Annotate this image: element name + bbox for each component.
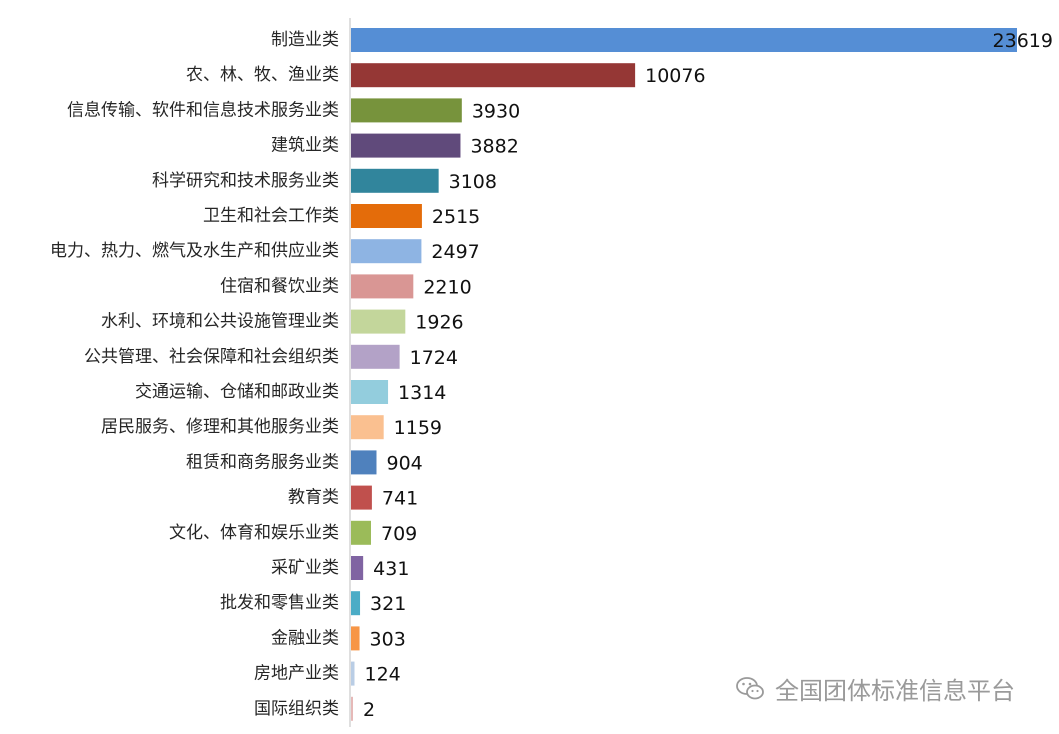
category-label: 建筑业类	[271, 136, 339, 156]
wechat-icon	[736, 676, 764, 699]
category-label: 农、林、牧、渔业类	[186, 65, 339, 85]
bar	[351, 450, 377, 475]
category-label: 国际组织类	[254, 699, 339, 719]
bar	[351, 133, 461, 158]
bar	[351, 239, 422, 264]
category-label: 住宿和餐饮业类	[220, 276, 339, 296]
value-label: 1724	[410, 347, 458, 369]
bar	[351, 485, 372, 510]
category-label: 文化、体育和娱乐业类	[169, 523, 339, 543]
value-label: 3930	[472, 100, 520, 122]
value-label: 303	[370, 628, 406, 650]
value-label: 431	[373, 558, 409, 580]
value-label: 904	[386, 452, 422, 474]
value-label: 10076	[645, 65, 705, 87]
bar	[351, 309, 406, 334]
bar	[351, 415, 384, 440]
bar	[351, 344, 400, 369]
value-label: 709	[381, 523, 417, 545]
bar	[351, 591, 361, 616]
category-label: 信息传输、软件和信息技术服务业类	[67, 100, 339, 120]
value-label: 2497	[431, 241, 479, 263]
value-label: 2	[363, 699, 375, 721]
bar	[351, 63, 636, 88]
bar	[351, 204, 422, 228]
value-label: 3108	[449, 171, 497, 193]
bars-group: 制造业类 23619 农、林、牧、渔业类 10076 信息传输、软件和信息技术服务业类 3…	[50, 28, 1053, 721]
bar	[351, 380, 389, 404]
category-label: 金融业类	[271, 628, 339, 648]
bar	[351, 661, 355, 686]
category-label: 卫生和社会工作类	[203, 206, 339, 226]
value-label: 2515	[432, 206, 480, 228]
value-label: 1314	[398, 382, 446, 404]
bar	[351, 556, 364, 580]
category-label: 房地产业类	[254, 664, 339, 684]
value-label: 124	[364, 664, 400, 686]
bar	[351, 696, 353, 721]
category-label: 交通运输、仓储和邮政业类	[135, 382, 339, 402]
bar	[351, 626, 360, 651]
category-label: 居民服务、修理和其他服务业类	[101, 417, 339, 437]
bar	[351, 28, 1017, 52]
category-label: 科学研究和技术服务业类	[152, 171, 339, 191]
category-label: 采矿业类	[271, 558, 339, 578]
category-label: 水利、环境和公共设施管理业类	[101, 312, 339, 332]
watermark-text: 全国团体标准信息平台	[775, 677, 1015, 705]
bar	[351, 520, 371, 545]
category-label: 电力、热力、燃气及水生产和供应业类	[50, 241, 339, 261]
value-label: 2210	[423, 276, 471, 298]
value-label: 741	[382, 488, 418, 510]
watermark: 全国团体标准信息平台	[735, 671, 1015, 706]
value-label: 1159	[394, 417, 442, 439]
value-label: 23619	[993, 30, 1053, 52]
bar	[351, 168, 439, 193]
category-label: 教育类	[288, 488, 339, 508]
bar	[351, 274, 414, 299]
value-label: 1926	[415, 312, 463, 334]
value-label: 3882	[470, 136, 518, 158]
category-label: 租赁和商务服务业类	[186, 452, 339, 472]
category-label: 公共管理、社会保障和社会组织类	[84, 347, 339, 367]
category-label: 制造业类	[271, 30, 339, 50]
category-label: 批发和零售业类	[220, 593, 339, 613]
value-label: 321	[370, 593, 406, 615]
bar	[351, 98, 462, 123]
